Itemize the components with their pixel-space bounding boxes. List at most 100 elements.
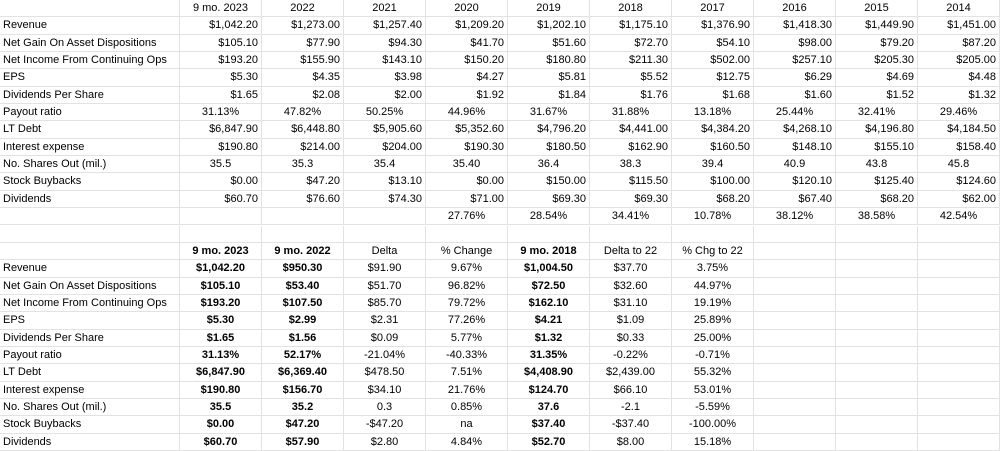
value-cell: $5,905.60 bbox=[344, 121, 426, 139]
value-cell: 79.72% bbox=[426, 294, 508, 313]
empty-cell bbox=[754, 312, 836, 330]
empty-cell bbox=[918, 364, 1000, 382]
value-cell: $1.76 bbox=[590, 86, 672, 105]
empty-cell bbox=[754, 242, 836, 261]
value-cell: $13.10 bbox=[344, 173, 426, 191]
value-cell: 21.76% bbox=[426, 381, 508, 399]
value-cell: $87.20 bbox=[918, 34, 1000, 53]
row-label: Stock Buybacks bbox=[0, 416, 180, 434]
value-cell: $4.27 bbox=[426, 69, 508, 87]
row-label: Net Gain On Asset Dispositions bbox=[0, 277, 180, 295]
value-cell: $51.60 bbox=[508, 34, 590, 53]
row-label: Dividends bbox=[0, 190, 180, 209]
value-cell: 7.51% bbox=[426, 364, 508, 382]
empty-cell bbox=[672, 225, 754, 243]
row-label: Revenue bbox=[0, 260, 180, 278]
value-cell: $79.20 bbox=[836, 34, 918, 53]
column-header: 2021 bbox=[344, 0, 426, 18]
value-cell: $31.10 bbox=[590, 294, 672, 313]
empty-cell bbox=[918, 277, 1000, 295]
value-cell: 38.12% bbox=[754, 208, 836, 226]
value-cell: 31.13% bbox=[180, 104, 262, 122]
value-cell: $85.70 bbox=[344, 294, 426, 313]
column-header: % Chg to 22 bbox=[672, 242, 754, 261]
column-header: Delta bbox=[344, 242, 426, 261]
value-cell: 15.18% bbox=[672, 433, 754, 451]
value-cell: $4,196.80 bbox=[836, 121, 918, 139]
empty-cell bbox=[344, 225, 426, 243]
value-cell: $156.70 bbox=[262, 381, 344, 399]
empty-cell bbox=[0, 225, 180, 243]
value-cell: $143.10 bbox=[344, 52, 426, 70]
row-label: Stock Buybacks bbox=[0, 173, 180, 191]
empty-cell bbox=[918, 346, 1000, 365]
column-header: 2016 bbox=[754, 0, 836, 18]
value-cell: $60.70 bbox=[180, 433, 262, 451]
empty-cell bbox=[836, 312, 918, 330]
value-cell: $1.09 bbox=[590, 312, 672, 330]
value-cell: $105.10 bbox=[180, 34, 262, 53]
value-cell: $34.10 bbox=[344, 381, 426, 399]
value-cell: $12.75 bbox=[672, 69, 754, 87]
value-cell: $6,369.40 bbox=[262, 364, 344, 382]
value-cell: $190.80 bbox=[180, 138, 262, 157]
column-header: 9 mo. 2023 bbox=[180, 0, 262, 18]
value-cell: $4,408.90 bbox=[508, 364, 590, 382]
row-label: Interest expense bbox=[0, 381, 180, 399]
value-cell: $148.10 bbox=[754, 138, 836, 157]
value-cell: $1.32 bbox=[918, 86, 1000, 105]
column-header: % Change bbox=[426, 242, 508, 261]
value-cell: 25.44% bbox=[754, 104, 836, 122]
value-cell: $3.98 bbox=[344, 69, 426, 87]
empty-cell bbox=[836, 242, 918, 261]
row-label: Net Gain On Asset Dispositions bbox=[0, 34, 180, 53]
row-label: LT Debt bbox=[0, 364, 180, 382]
empty-cell bbox=[836, 346, 918, 365]
empty-cell bbox=[918, 225, 1000, 243]
row-label: Revenue bbox=[0, 17, 180, 35]
row-label: LT Debt bbox=[0, 121, 180, 139]
value-cell: 44.97% bbox=[672, 277, 754, 295]
value-cell: $4,441.00 bbox=[590, 121, 672, 139]
column-header: 2017 bbox=[672, 0, 754, 18]
value-cell: $2,439.00 bbox=[590, 364, 672, 382]
value-cell: -0.71% bbox=[672, 346, 754, 365]
value-cell: $6,847.90 bbox=[180, 364, 262, 382]
value-cell: 35.2 bbox=[262, 398, 344, 417]
value-cell: $1.60 bbox=[754, 86, 836, 105]
value-cell: $160.50 bbox=[672, 138, 754, 157]
value-cell: $4.35 bbox=[262, 69, 344, 87]
value-cell: $190.80 bbox=[180, 381, 262, 399]
value-cell: $1,257.40 bbox=[344, 17, 426, 35]
value-cell: 31.35% bbox=[508, 346, 590, 365]
value-cell: $1.92 bbox=[426, 86, 508, 105]
value-cell: $6,847.90 bbox=[180, 121, 262, 139]
value-cell: $4.21 bbox=[508, 312, 590, 330]
empty-cell bbox=[754, 225, 836, 243]
empty-cell bbox=[836, 260, 918, 278]
value-cell: 31.67% bbox=[508, 104, 590, 122]
value-cell: $91.90 bbox=[344, 260, 426, 278]
value-cell: $67.40 bbox=[754, 190, 836, 209]
value-cell: $47.20 bbox=[262, 173, 344, 191]
value-cell: $57.90 bbox=[262, 433, 344, 451]
corner-cell bbox=[0, 0, 180, 18]
value-cell: $4.69 bbox=[836, 69, 918, 87]
value-cell: 34.41% bbox=[590, 208, 672, 226]
value-cell: $2.00 bbox=[344, 86, 426, 105]
value-cell: 28.54% bbox=[508, 208, 590, 226]
column-header: 9 mo. 2018 bbox=[508, 242, 590, 261]
value-cell: $1.65 bbox=[180, 329, 262, 347]
value-cell: $107.50 bbox=[262, 294, 344, 313]
value-cell: -0.22% bbox=[590, 346, 672, 365]
value-cell: $66.10 bbox=[590, 381, 672, 399]
value-cell: $190.30 bbox=[426, 138, 508, 157]
value-cell: $2.31 bbox=[344, 312, 426, 330]
value-cell: $76.60 bbox=[262, 190, 344, 209]
value-cell: $205.30 bbox=[836, 52, 918, 70]
value-cell: $98.00 bbox=[754, 34, 836, 53]
value-cell: $1.84 bbox=[508, 86, 590, 105]
value-cell: $180.50 bbox=[508, 138, 590, 157]
empty-cell bbox=[754, 433, 836, 451]
